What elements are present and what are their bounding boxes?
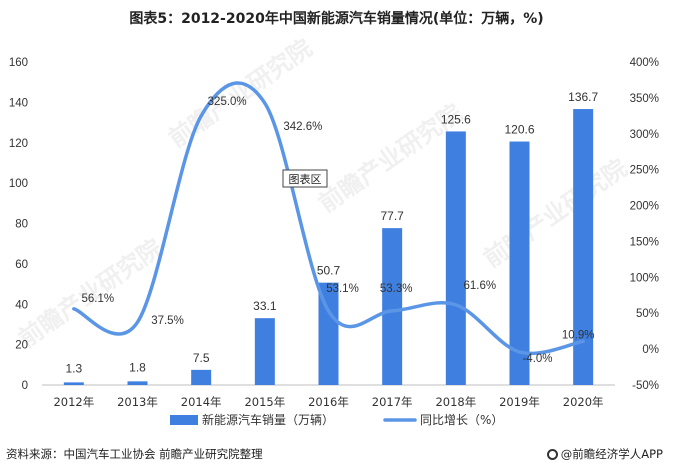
line-series bbox=[72, 81, 585, 356]
bar-value-label: 7.5 bbox=[193, 351, 210, 365]
x-tick-label: 2014年 bbox=[181, 395, 222, 409]
bar-value-label: 125.6 bbox=[441, 112, 471, 126]
bar-value-label: 1.8 bbox=[129, 360, 146, 374]
growth-line bbox=[72, 81, 585, 356]
bar bbox=[573, 109, 594, 386]
legend-bar-swatch bbox=[170, 415, 198, 425]
line-value-label: -4.0% bbox=[522, 353, 552, 365]
x-tick-label: 2016年 bbox=[308, 395, 349, 409]
line-value-label: 325.0% bbox=[208, 96, 247, 108]
y-right-tick-label: 200% bbox=[630, 201, 659, 213]
x-tick-label: 2017年 bbox=[372, 395, 413, 409]
x-tick-label: 2012年 bbox=[53, 395, 94, 409]
brand-logo-icon bbox=[546, 449, 558, 460]
y-right-tick-label: 250% bbox=[630, 165, 659, 177]
y-left-tick-label: 60 bbox=[15, 259, 28, 271]
y-right-tick-label: 150% bbox=[630, 236, 659, 248]
chart-title: 图表5：2012-2020年中国新能源汽车销量情况(单位：万辆，%) bbox=[129, 11, 544, 27]
bar-value-label: 120.6 bbox=[504, 123, 534, 137]
y-right-tick-label: 300% bbox=[630, 129, 659, 141]
x-tick-label: 2015年 bbox=[244, 395, 285, 409]
x-tick-label: 2020年 bbox=[563, 395, 604, 409]
legend-line-label: 同比增长（%） bbox=[420, 413, 503, 427]
bar-value-label: 33.1 bbox=[253, 299, 277, 313]
bar-value-label: 136.7 bbox=[568, 90, 598, 104]
line-value-label: 10.9% bbox=[562, 329, 595, 341]
y-right-tick-label: 0% bbox=[642, 344, 659, 356]
bar bbox=[191, 369, 212, 385]
bar bbox=[445, 131, 466, 385]
line-value-label: 56.1% bbox=[82, 293, 115, 305]
bar bbox=[318, 282, 339, 385]
line-value-label: 37.5% bbox=[151, 315, 184, 327]
line-value-label: 342.6% bbox=[283, 121, 322, 133]
brand-credit: @前瞻经济学人APP bbox=[546, 446, 663, 462]
y-left-tick-label: 40 bbox=[15, 299, 28, 311]
bar bbox=[127, 381, 148, 385]
x-tick-label: 2019年 bbox=[499, 395, 540, 409]
y-left-tick-label: 20 bbox=[15, 340, 28, 352]
bar-series bbox=[63, 109, 594, 386]
bar-value-label: 1.3 bbox=[65, 361, 82, 375]
data-labels: 1.3 1.8 7.5 33.1 50.7 77.7 125.6 120.6 136.7 56.1… bbox=[65, 90, 598, 375]
plot-area-tooltip-text: 图表区 bbox=[289, 172, 322, 186]
bar bbox=[254, 318, 275, 385]
y-right-tick-label: 100% bbox=[630, 272, 659, 284]
y-right-tick-label: 350% bbox=[630, 93, 659, 105]
brand-text: @前瞻经济学人APP bbox=[560, 447, 663, 461]
y-right-tick-label: 400% bbox=[630, 57, 659, 69]
bar bbox=[382, 228, 403, 385]
watermark-text: 前瞻产业研究院 bbox=[164, 34, 318, 153]
bar bbox=[63, 382, 84, 385]
y-right-tick-label: 50% bbox=[636, 308, 659, 320]
y-left-tick-label: 0 bbox=[22, 380, 28, 392]
legend-bar-label: 新能源汽车销量（万辆） bbox=[202, 412, 334, 427]
y-left-tick-label: 160 bbox=[9, 57, 28, 69]
y-left-tick-label: 120 bbox=[9, 138, 28, 150]
y-left-tick-label: 100 bbox=[9, 178, 28, 190]
x-tick-label: 2013年 bbox=[117, 395, 158, 409]
line-value-label: 53.1% bbox=[326, 283, 359, 295]
bar bbox=[509, 141, 530, 385]
source-note: 资料来源：中国汽车工业协会 前瞻产业研究院整理 bbox=[6, 447, 263, 461]
line-value-label: 61.6% bbox=[464, 280, 497, 292]
bar-value-label: 50.7 bbox=[317, 264, 341, 278]
legend: 新能源汽车销量（万辆） 同比增长（%） bbox=[170, 412, 503, 427]
line-value-label: 53.3% bbox=[380, 283, 413, 295]
watermark-text: 前瞻产业研究院 bbox=[479, 154, 633, 273]
y-right-tick-label: -50% bbox=[632, 380, 659, 392]
x-tick-label: 2018年 bbox=[435, 395, 476, 409]
plot-area-tooltip-box bbox=[282, 169, 328, 188]
bar-value-label: 77.7 bbox=[380, 209, 404, 223]
y-left-tick-label: 140 bbox=[9, 97, 28, 109]
y-left-tick-label: 80 bbox=[15, 219, 28, 231]
